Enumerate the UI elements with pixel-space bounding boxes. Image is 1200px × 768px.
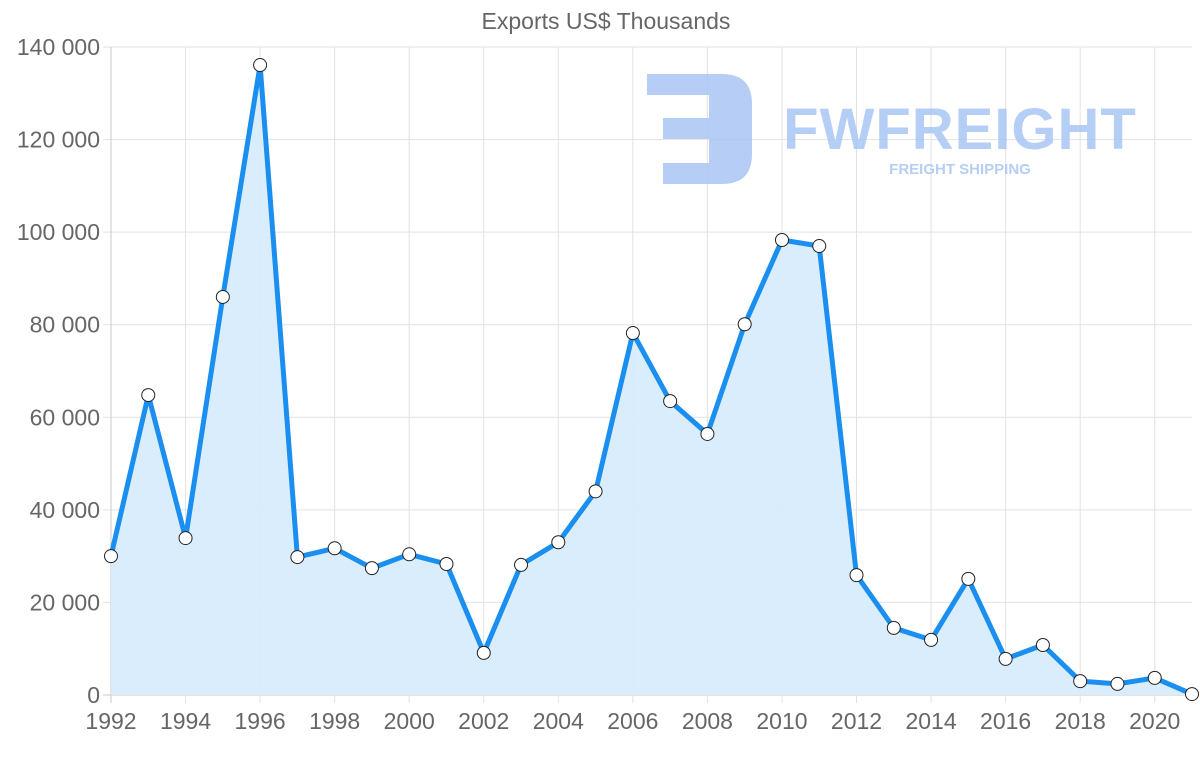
data-point-2003[interactable] [514, 557, 529, 572]
x-tick-label: 1994 [160, 708, 211, 734]
data-point-2000[interactable] [402, 547, 417, 562]
data-point-2019[interactable] [1110, 676, 1125, 691]
x-tick-label: 2002 [458, 708, 509, 734]
y-tick-label: 140 000 [17, 34, 100, 60]
data-point-2004[interactable] [551, 535, 566, 550]
data-point-2018[interactable] [1073, 674, 1088, 689]
x-tick-label: 2020 [1129, 708, 1180, 734]
data-point-1992[interactable] [104, 549, 118, 564]
x-tick-label: 2018 [1055, 708, 1106, 734]
data-points [104, 58, 1199, 702]
y-tick-label: 20 000 [30, 589, 100, 615]
x-tick-label: 2006 [607, 708, 658, 734]
data-point-2017[interactable] [1035, 638, 1050, 653]
x-tick-label: 1992 [85, 708, 136, 734]
area-fill [111, 65, 1192, 696]
area-path [111, 65, 1192, 696]
x-tick-label: 2008 [682, 708, 733, 734]
data-point-2010[interactable] [774, 233, 789, 248]
data-point-1997[interactable] [290, 550, 305, 565]
data-point-2021[interactable] [1185, 687, 1199, 702]
x-tick-label: 2000 [384, 708, 435, 734]
data-point-2009[interactable] [737, 317, 752, 332]
data-point-2012[interactable] [849, 568, 864, 583]
x-tick-label: 1996 [235, 708, 286, 734]
fw-logo-icon [647, 74, 752, 184]
data-point-2005[interactable] [588, 484, 603, 499]
data-point-1995[interactable] [215, 289, 230, 304]
data-point-2008[interactable] [700, 426, 715, 441]
data-point-2011[interactable] [812, 239, 827, 254]
chart-title: Exports US$ Thousands [482, 8, 731, 34]
x-tick-label: 2012 [831, 708, 882, 734]
y-tick-label: 0 [87, 682, 100, 708]
data-point-2014[interactable] [924, 632, 939, 647]
x-tick-label: 1998 [309, 708, 360, 734]
data-point-2007[interactable] [663, 394, 678, 409]
y-axis: 0 20 000 40 000 60 000 80 000 100 000 120 000 1… [17, 34, 100, 708]
y-tick-label: 100 000 [17, 219, 100, 245]
data-point-2013[interactable] [886, 620, 901, 635]
watermark-tagline: FREIGHT SHIPPING [889, 161, 1031, 178]
data-point-2006[interactable] [625, 326, 640, 341]
x-tick-label: 2010 [756, 708, 807, 734]
data-point-1994[interactable] [178, 531, 193, 546]
x-tick-label: 2016 [980, 708, 1031, 734]
data-point-1999[interactable] [364, 561, 379, 576]
y-tick-label: 40 000 [30, 497, 100, 523]
data-point-1996[interactable] [253, 58, 268, 73]
x-tick-label: 2004 [533, 708, 584, 734]
data-point-2002[interactable] [476, 645, 491, 660]
data-point-2001[interactable] [439, 557, 454, 572]
x-axis: 1992 1994 1996 1998 2000 2002 2004 2006 2008 2010… [85, 708, 1180, 734]
data-point-1993[interactable] [141, 388, 156, 403]
data-point-2020[interactable] [1147, 670, 1162, 685]
data-point-1998[interactable] [327, 541, 342, 556]
watermark-logo: FWFREIGHT FREIGHT SHIPPING [647, 74, 1137, 184]
data-point-2016[interactable] [998, 651, 1013, 666]
y-tick-label: 80 000 [30, 312, 100, 338]
x-tick-label: 2014 [905, 708, 956, 734]
watermark-brand: FWFREIGHT [783, 97, 1137, 162]
data-point-2015[interactable] [961, 571, 976, 586]
y-tick-label: 120 000 [17, 127, 100, 153]
y-tick-label: 60 000 [30, 404, 100, 430]
